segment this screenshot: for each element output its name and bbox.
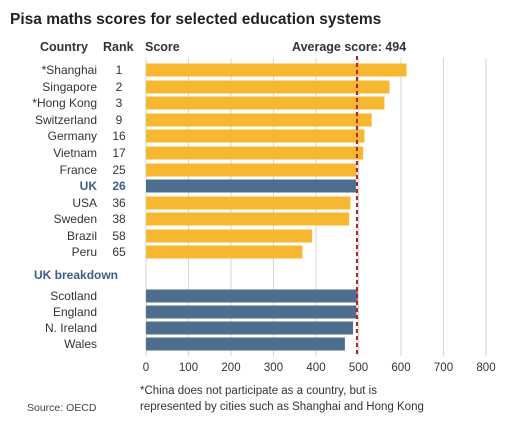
score-bar <box>146 179 356 193</box>
x-tick-label: 600 <box>391 362 410 374</box>
x-axis-ticks: 0 100 200 300 400 500 600 700 800 <box>143 362 496 374</box>
x-tick-label: 300 <box>264 362 283 374</box>
rank-label: 17 <box>112 146 126 160</box>
x-tick-label: 500 <box>349 362 368 374</box>
x-tick-label: 400 <box>306 362 325 374</box>
country-label: Brazil <box>67 229 97 243</box>
breakdown-bar <box>146 305 357 319</box>
rank-label: 65 <box>112 245 126 259</box>
average-score-label: Average score: 494 <box>292 40 406 54</box>
country-label: Singapore <box>42 80 97 94</box>
score-bar <box>146 229 313 243</box>
breakdown-label: Scotland <box>50 289 97 303</box>
chart-title: Pisa maths scores for selected education… <box>10 11 381 28</box>
country-label: Vietnam <box>53 146 97 160</box>
rank-label: 9 <box>116 113 123 127</box>
breakdown-label: N. Ireland <box>45 321 97 335</box>
rank-label: 36 <box>112 196 126 210</box>
breakdown-bar <box>146 289 358 303</box>
score-bar <box>146 212 350 226</box>
score-bar <box>146 80 390 94</box>
x-tick-label: 700 <box>434 362 453 374</box>
rank-column-header: Rank <box>103 40 134 54</box>
score-bar <box>146 163 357 177</box>
breakdown-bar <box>146 321 353 335</box>
bars <box>146 56 407 356</box>
breakdown-label: England <box>53 305 97 319</box>
score-bar <box>146 129 365 143</box>
footnote-line-1: *China does not participate as a country… <box>140 385 377 397</box>
x-tick-label: 0 <box>143 362 149 374</box>
score-bar <box>146 245 303 259</box>
rank-label: 16 <box>112 129 126 143</box>
country-label: *Shanghai <box>42 63 97 77</box>
rank-label: 1 <box>116 63 123 77</box>
country-label: *Hong Kong <box>32 96 97 110</box>
score-bar <box>146 146 364 160</box>
rank-label: 3 <box>116 96 123 110</box>
breakdown-bar <box>146 337 345 351</box>
breakdown-label: Wales <box>64 337 97 351</box>
score-column-header: Score <box>145 40 180 54</box>
country-label: Sweden <box>54 212 97 226</box>
rank-label: 2 <box>116 80 123 94</box>
country-label: Germany <box>48 129 97 143</box>
country-label: USA <box>72 196 97 210</box>
rank-label: 25 <box>112 163 126 177</box>
x-tick-label: 100 <box>179 362 198 374</box>
x-tick-label: 800 <box>476 362 495 374</box>
country-column-header: Country <box>40 40 88 54</box>
country-label: France <box>60 163 98 177</box>
footnote-line-2: represented by cities such as Shanghai a… <box>140 401 424 413</box>
rank-label: 26 <box>112 179 126 193</box>
score-bar <box>146 63 407 77</box>
score-bar <box>146 196 351 210</box>
country-label: UK <box>80 179 98 193</box>
score-bar <box>146 113 372 127</box>
score-bar <box>146 96 385 110</box>
country-label: Peru <box>72 245 97 259</box>
uk-breakdown-label: UK breakdown <box>34 268 118 282</box>
country-label: Switzerland <box>35 113 97 127</box>
x-tick-label: 200 <box>221 362 240 374</box>
rank-label: 38 <box>112 212 126 226</box>
rank-label: 58 <box>112 229 126 243</box>
source-label: Source: OECD <box>27 402 97 414</box>
row-labels: *Shanghai 1 Singapore 2 *Hong Kong 3 Switzerla… <box>32 63 126 351</box>
